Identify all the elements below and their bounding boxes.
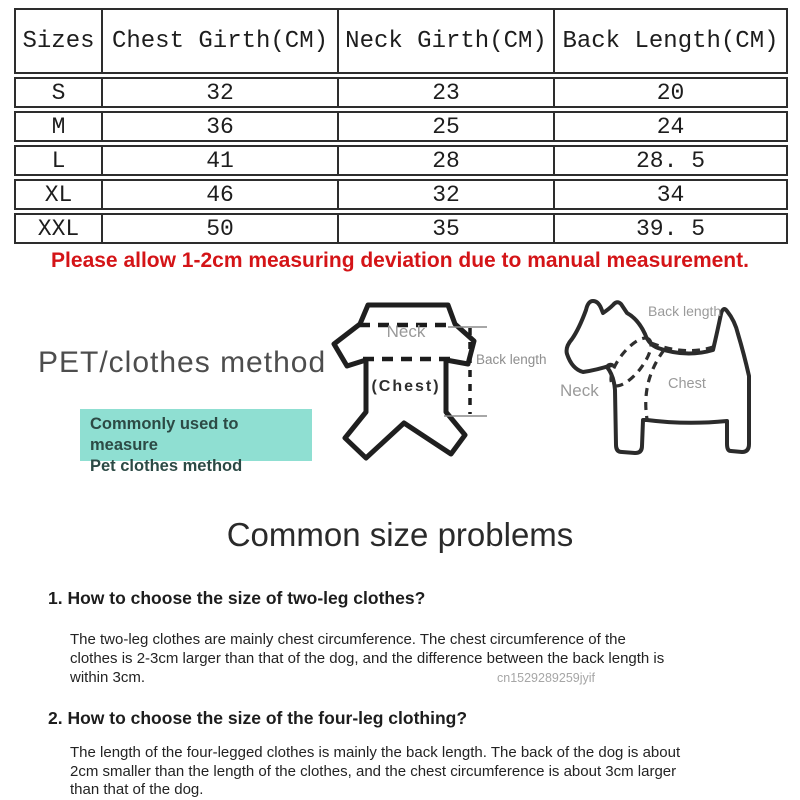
dog-diagram: Back length Neck Chest [560,299,751,455]
answer-2: The length of the four-legged clothes is… [70,744,680,800]
dog-neck-label: Neck [560,381,599,400]
size-table: Sizes Chest Girth(CM) Neck Girth(CM) Back L… [14,8,788,244]
table-row: S 32 23 20 [14,77,788,108]
answer-1: The two-leg clothes are mainly chest cir… [70,630,664,687]
highlight-note-line2: Pet clothes method [90,457,243,475]
answer-line: clothes is 2-3cm larger than that of the… [70,650,665,667]
table-cell: 28. 5 [555,145,788,176]
table-cell: XL [14,179,103,210]
table-cell: XXL [14,213,103,244]
clothes-diagram: Neck (Chest) Back length [331,302,547,461]
table-cell: 28 [339,145,555,176]
measure-method-title: PET/clothes method [38,346,327,379]
table-cell: S [14,77,103,108]
table-cell: L [14,145,103,176]
table-cell: 46 [103,179,339,210]
table-cell: 36 [103,111,339,142]
answer-line: 2cm smaller than the length of the cloth… [70,762,677,780]
answer-line: The length of the four-legged clothes is… [70,744,681,761]
table-row: XXL 50 35 39. 5 [14,213,788,244]
table-header-cell: Chest Girth(CM) [103,8,339,74]
table-cell: 23 [339,77,555,108]
table-cell: 20 [555,77,788,108]
answer-line: The two-leg clothes are mainly chest cir… [70,631,626,648]
table-cell: 34 [555,179,788,210]
table-cell: M [14,111,103,142]
table-header-cell: Sizes [14,8,103,74]
table-row: L 41 28 28. 5 [14,145,788,176]
table-cell: 39. 5 [555,213,788,244]
dog-outline [564,299,751,455]
highlight-note: Commonly used to measure Pet clothes met… [80,409,312,475]
dog-back-length-label: Back length [648,303,721,319]
dog-neck-dash-loop [609,336,653,388]
table-cell: 32 [339,179,555,210]
clothes-chest-label: (Chest) [371,378,440,395]
table-header-cell: Back Length(CM) [555,8,788,74]
table-cell: 50 [103,213,339,244]
dog-back-dash-line [650,341,714,353]
table-row: M 36 25 24 [14,111,788,142]
dog-chest-label: Chest [668,376,706,392]
table-header-row: Sizes Chest Girth(CM) Neck Girth(CM) Back L… [14,8,788,74]
answer-line: than that of the dog. [70,781,204,798]
dog-chest-dash-line [644,349,666,420]
measurement-notice: Please allow 1-2cm measuring deviation d… [51,249,749,272]
table-cell: 32 [103,77,339,108]
problems-title: Common size problems [226,516,574,553]
watermark: cn1529289259jyif [497,671,595,685]
clothes-outline [331,302,477,461]
question-2: 2. How to choose the size of the four-le… [48,708,468,728]
table-row: XL 46 32 34 [14,179,788,210]
clothes-back-length-label: Back length [476,352,547,367]
table-header-cell: Neck Girth(CM) [339,8,555,74]
answer-line: within 3cm. [70,669,146,686]
table-cell: 35 [339,213,555,244]
clothes-neck-label: Neck [387,322,426,341]
table-cell: 25 [339,111,555,142]
question-1: 1. How to choose the size of two-leg clo… [48,588,426,608]
highlight-note-line1: Commonly used to measure [90,415,239,454]
table-cell: 24 [555,111,788,142]
table-cell: 41 [103,145,339,176]
